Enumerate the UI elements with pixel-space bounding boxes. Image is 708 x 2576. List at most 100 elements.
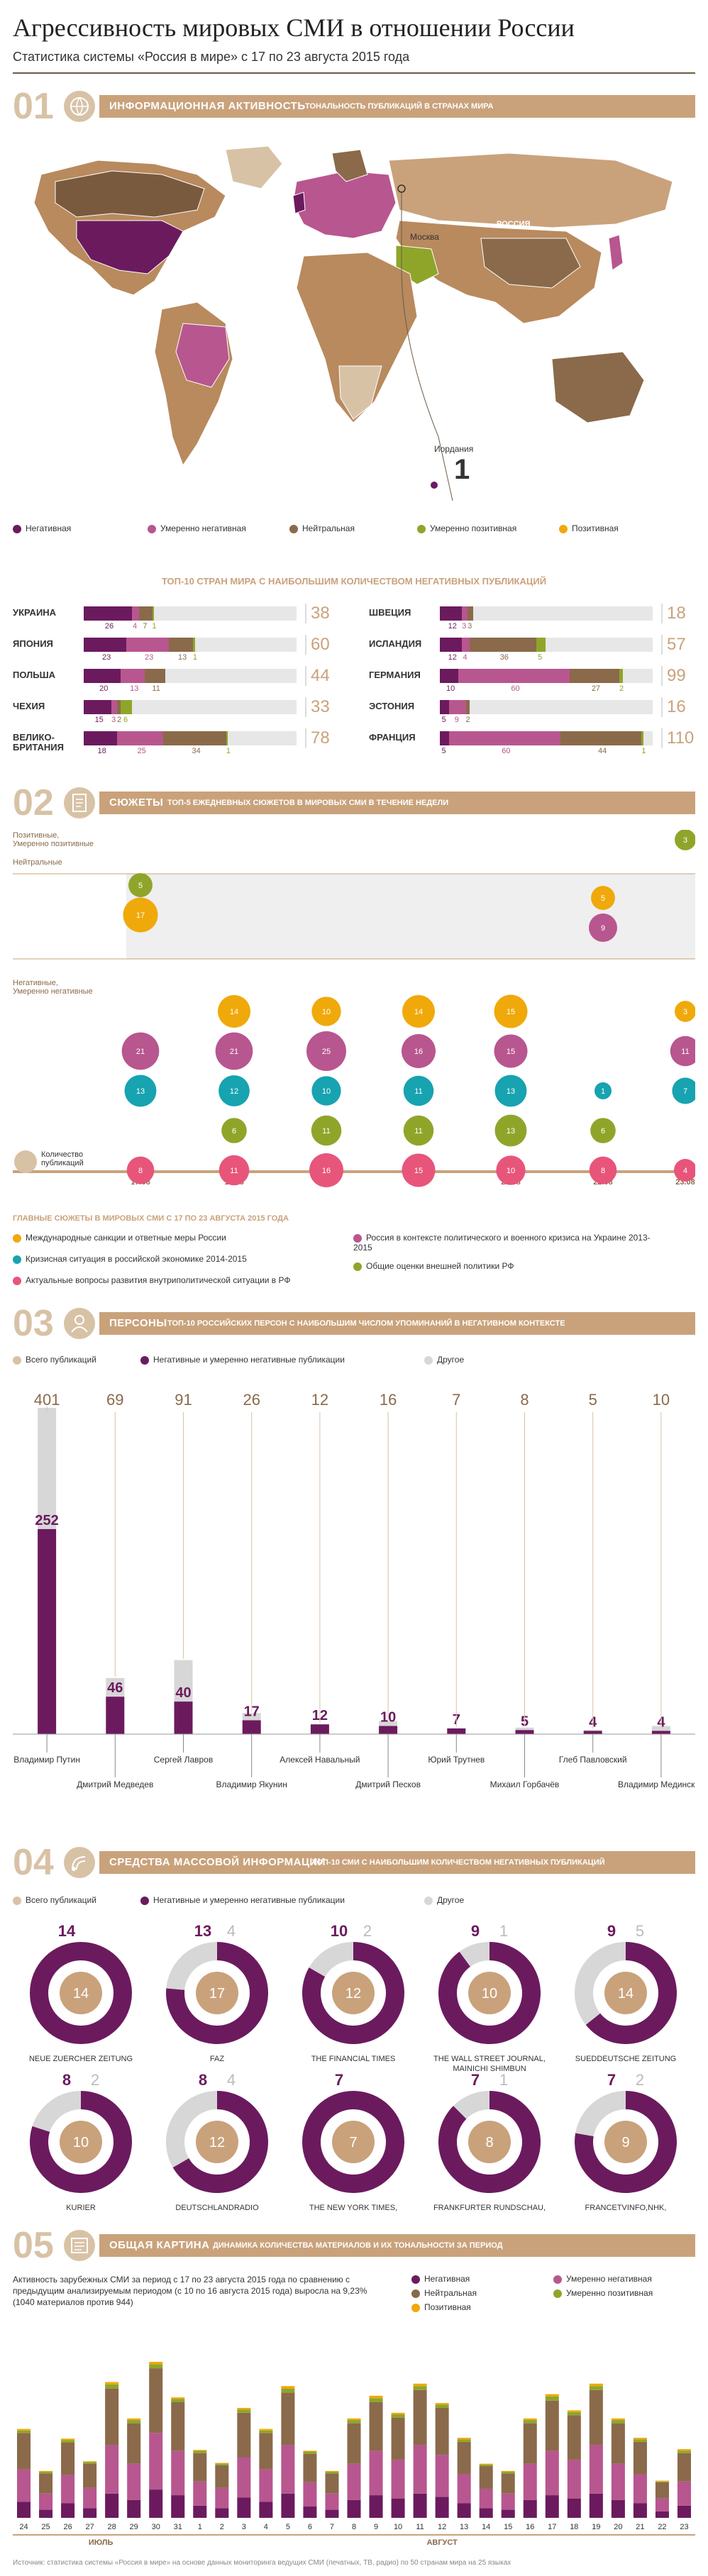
person-total-label: 16 [380,1391,397,1409]
source-footer: Источник: статистика системы «Россия в м… [13,2559,511,2567]
topic-bubble [124,1075,157,1107]
dynamics-day-label: 15 [504,2523,512,2531]
dynamics-bar-segment [281,2392,295,2445]
topic-bubble [494,994,528,1028]
dynamics-bar-segment [281,2493,295,2518]
dynamics-bar-segment [677,2450,691,2453]
person-other-bar [583,1730,602,1731]
count-legend-label: Количество публикаций [41,1150,84,1167]
country-name: ГЕРМАНИЯ [369,670,421,680]
dynamics-bar-segment [215,2508,229,2518]
dynamics-bar-segment [391,2412,405,2415]
dynamics-bar-segment [39,2509,53,2518]
countries-left-column: УКРАИНА 26 4 7 1 38 ЯПОНИЯ 23 23 13 1 60 ПОЛЬША 20 13 1… [13,604,339,770]
topic-bubble [306,1031,346,1071]
country-bar-track: 10 60 27 2 [440,669,653,693]
country-bar-segment [226,731,228,745]
dynamics-bar-segment [193,2481,207,2506]
section-4-subtitle: ТОП-10 СМИ С НАИБОЛЬШИМ КОЛИЧЕСТВОМ НЕГА… [312,1858,605,1867]
country-bar-label: 25 [137,747,146,755]
dynamics-bar-segment [523,2420,537,2424]
dynamics-bar-segment [105,2445,119,2494]
dynamics-bar-segment [259,2428,273,2431]
dynamics-bar-segment [655,2498,669,2511]
media-name: KURIER [66,2204,96,2212]
dynamics-bar-segment [413,2445,427,2494]
person-negative-bar [174,1701,193,1734]
dynamics-bar-segment [589,2389,603,2445]
dynamics-bar-segment [105,2382,119,2385]
dynamics-bar-segment [633,2438,647,2440]
dynamics-day-label: 1 [198,2523,202,2531]
dynamics-bar-segment [611,2423,625,2464]
media-total-circle [196,2121,238,2163]
country-row: ЧЕХИЯ 15 3 2 6 33 [13,697,339,728]
dynamics-bar-segment [171,2399,185,2402]
country-bar-label: 36 [499,653,509,662]
jordan-leader-line [401,192,453,501]
topic-legend-domestic: Актуальные вопросы развития внутриполити… [13,1275,291,1285]
dynamics-day-label: 4 [264,2523,268,2531]
person-other-bar [651,1726,670,1731]
dynamics-bar-segment [435,2404,449,2408]
country-bar-label: 44 [597,747,607,755]
person-name: Владимир Мединский [618,1780,695,1789]
dynamics-bar-segment [61,2475,75,2504]
dynamics-bar-segment [457,2474,471,2504]
country-bar-track: 20 13 11 [84,669,297,693]
country-total: 99 [661,666,686,686]
country-row: ГЕРМАНИЯ 10 60 27 2 99 [369,666,695,697]
country-name: ЭСТОНИЯ [369,701,415,711]
dynamics-bar-segment [567,2498,581,2518]
country-bar-segment [163,731,226,745]
dynamics-bar-segment [83,2508,97,2518]
dynamics-bar-segment [611,2499,625,2518]
dynamics-bar-segment [501,2472,515,2474]
topic-bubble-value: 14 [414,1008,423,1016]
dynamics-bar-segment [127,2418,141,2421]
dynamics-bar-segment [369,2398,383,2402]
media-legend-negative: Негативные и умеренно негативные публика… [140,1895,345,1905]
dynamics-stacked-bar-chart: 24 25 26 27 28 29 30 31 1 2 3 4 5 6 7 8 9 10 11 12 13 14 15 16 1… [13,2362,695,2546]
dynamics-day-label: 7 [330,2523,334,2531]
media-name: THE WALL STREET JOURNAL, [433,2055,546,2063]
person-other-bar [379,1721,398,1726]
dynamics-bar-segment [215,2463,229,2465]
topic-bubble-value: 21 [230,1048,238,1056]
media-other-label: 4 [227,1922,236,1940]
country-bar-segment [84,731,117,745]
dynamics-bar-segment [105,2388,119,2445]
dynamics-bar-segment [633,2439,647,2442]
persons-legend: Всего публикаций Негативные и умеренно н… [13,1355,694,1369]
topic-bubble-value: 10 [322,1008,331,1016]
media-total-circle [332,2121,375,2163]
media-legend: Всего публикаций Негативные и умеренно н… [13,1895,694,1909]
media-negative-label: 8 [62,2071,71,2089]
dynamics-bar-segment [281,2445,295,2494]
person-negative-bar [379,1726,398,1734]
dynamics-bar-segment [369,2450,383,2496]
map-canada [55,170,205,218]
country-bar-segment [116,731,164,745]
dynamics-bar-segment [457,2439,471,2442]
dynamics-bar-segment [105,2493,119,2518]
country-bar-label: 5 [441,716,446,724]
section-4-title: СРЕДСТВА МАССОВОЙ ИНФОРМАЦИИ [109,1856,326,1868]
section-5-band: ОБЩАЯ КАРТИНА ДИНАМИКА КОЛИЧЕСТВА МАТЕРИ… [99,2234,695,2257]
topic-bubble [494,1075,527,1107]
country-bar-segment [536,638,546,652]
section-2-header: 02 СЮЖЕТЫ ТОП-5 ЕЖЕДНЕВНЫХ СЮЖЕТОВ В МИР… [13,784,695,821]
country-bar-label: 2 [619,684,624,693]
country-bar-track: 15 3 2 6 [84,700,297,724]
person-name: Юрий Трутнев [428,1755,485,1765]
topic-bubble-value: 3 [683,836,687,845]
dynamics-bar-segment [237,2497,251,2518]
topics-bubble-chart: 17.0818.0819.0820.0821.0822.0823.0851735… [13,830,695,1187]
country-row: ФРАНЦИЯ 5 60 44 1 110 [369,728,695,760]
country-bar-label: 1 [641,747,646,755]
dynamics-bar-segment [677,2453,691,2482]
person-other-bar [38,1408,57,1529]
dynamics-bar-segment [127,2420,141,2424]
country-bar-label: 1 [226,747,231,755]
country-bar-segment [131,606,140,621]
